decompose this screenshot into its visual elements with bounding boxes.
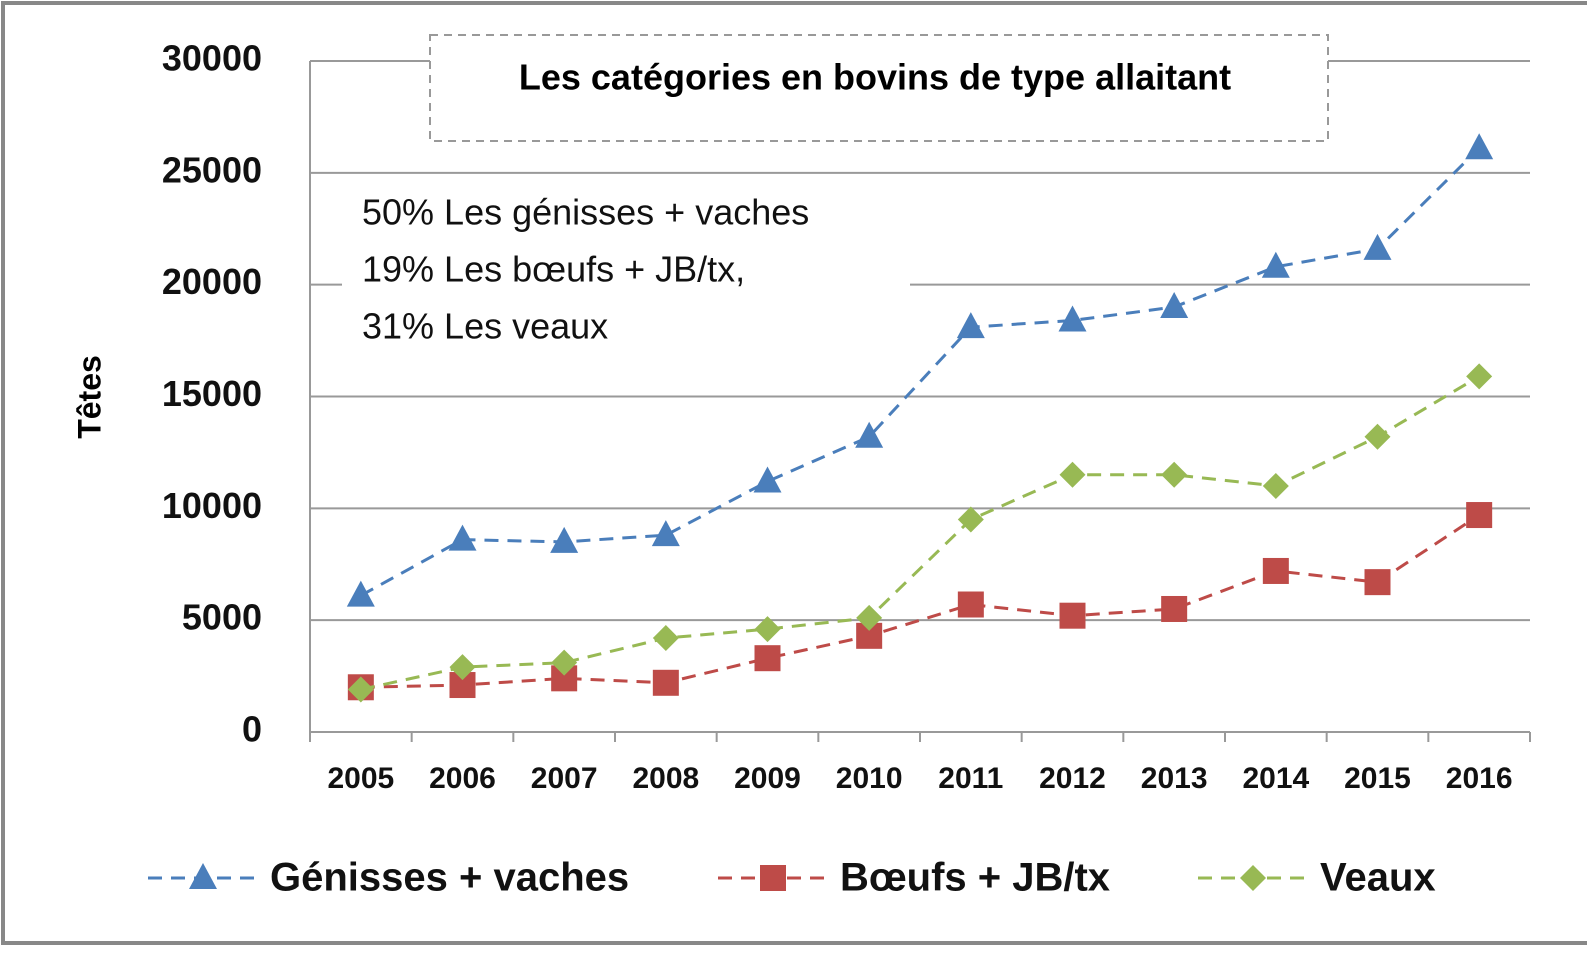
annotation: 19% Les bœufs + JB/tx, bbox=[362, 249, 745, 290]
marker bbox=[856, 604, 883, 631]
x-tick-label: 2012 bbox=[1039, 762, 1106, 795]
legend-label: Veaux bbox=[1320, 856, 1436, 900]
y-tick-label: 10000 bbox=[162, 485, 262, 526]
legend-label: Génisses + vaches bbox=[270, 856, 629, 900]
marker bbox=[1466, 502, 1493, 529]
marker bbox=[550, 526, 579, 553]
y-axis-label: Têtes bbox=[71, 355, 107, 439]
marker bbox=[651, 520, 680, 547]
marker bbox=[449, 654, 476, 681]
y-tick-label: 30000 bbox=[162, 38, 262, 79]
marker bbox=[347, 676, 374, 703]
x-tick-label: 2011 bbox=[938, 762, 1003, 795]
x-tick-label: 2005 bbox=[327, 762, 394, 795]
marker bbox=[1465, 133, 1494, 160]
legend-marker bbox=[760, 865, 786, 891]
y-tick-label: 25000 bbox=[162, 149, 262, 190]
annotation: 31% Les veaux bbox=[362, 306, 608, 347]
marker bbox=[957, 506, 984, 533]
marker bbox=[957, 591, 984, 618]
marker bbox=[754, 645, 781, 672]
x-tick-label: 2007 bbox=[531, 762, 598, 795]
marker bbox=[1364, 569, 1391, 596]
marker bbox=[753, 466, 782, 493]
marker bbox=[346, 580, 375, 607]
marker bbox=[652, 625, 679, 652]
x-tick-label: 2015 bbox=[1344, 762, 1411, 795]
title-box bbox=[429, 34, 1329, 142]
marker bbox=[1262, 557, 1289, 584]
marker bbox=[956, 312, 985, 339]
legend-marker bbox=[1240, 865, 1266, 891]
marker bbox=[1161, 595, 1188, 622]
x-tick-label: 2006 bbox=[429, 762, 496, 795]
marker bbox=[1262, 472, 1289, 499]
marker bbox=[1466, 363, 1493, 390]
marker bbox=[855, 421, 884, 448]
legend-marker bbox=[189, 863, 217, 889]
legend-label: Bœufs + JB/tx bbox=[840, 856, 1110, 900]
y-tick-label: 0 bbox=[242, 709, 262, 750]
marker bbox=[1364, 423, 1391, 450]
marker bbox=[1059, 602, 1086, 629]
x-tick-label: 2008 bbox=[632, 762, 699, 795]
y-tick-label: 20000 bbox=[162, 261, 262, 302]
x-tick-label: 2010 bbox=[836, 762, 903, 795]
x-tick-label: 2013 bbox=[1141, 762, 1208, 795]
series-line bbox=[360, 513, 1480, 689]
marker bbox=[1058, 305, 1087, 332]
y-tick-label: 5000 bbox=[182, 597, 262, 638]
y-tick-label: 15000 bbox=[162, 373, 262, 414]
annotation-box bbox=[342, 188, 910, 353]
marker bbox=[1363, 233, 1392, 260]
marker bbox=[754, 616, 781, 643]
x-tick-label: 2014 bbox=[1242, 762, 1309, 795]
x-tick-label: 2009 bbox=[734, 762, 801, 795]
series-line bbox=[360, 375, 1480, 691]
chart-title: Les catégories en bovins de type allaita… bbox=[519, 57, 1231, 98]
marker bbox=[551, 649, 578, 676]
annotation: 50% Les génisses + vaches bbox=[362, 192, 809, 233]
marker bbox=[1161, 461, 1188, 488]
marker bbox=[1261, 251, 1290, 278]
marker bbox=[652, 669, 679, 696]
marker bbox=[1160, 292, 1189, 319]
x-tick-label: 2016 bbox=[1446, 762, 1513, 795]
marker bbox=[1059, 461, 1086, 488]
marker bbox=[448, 524, 477, 551]
